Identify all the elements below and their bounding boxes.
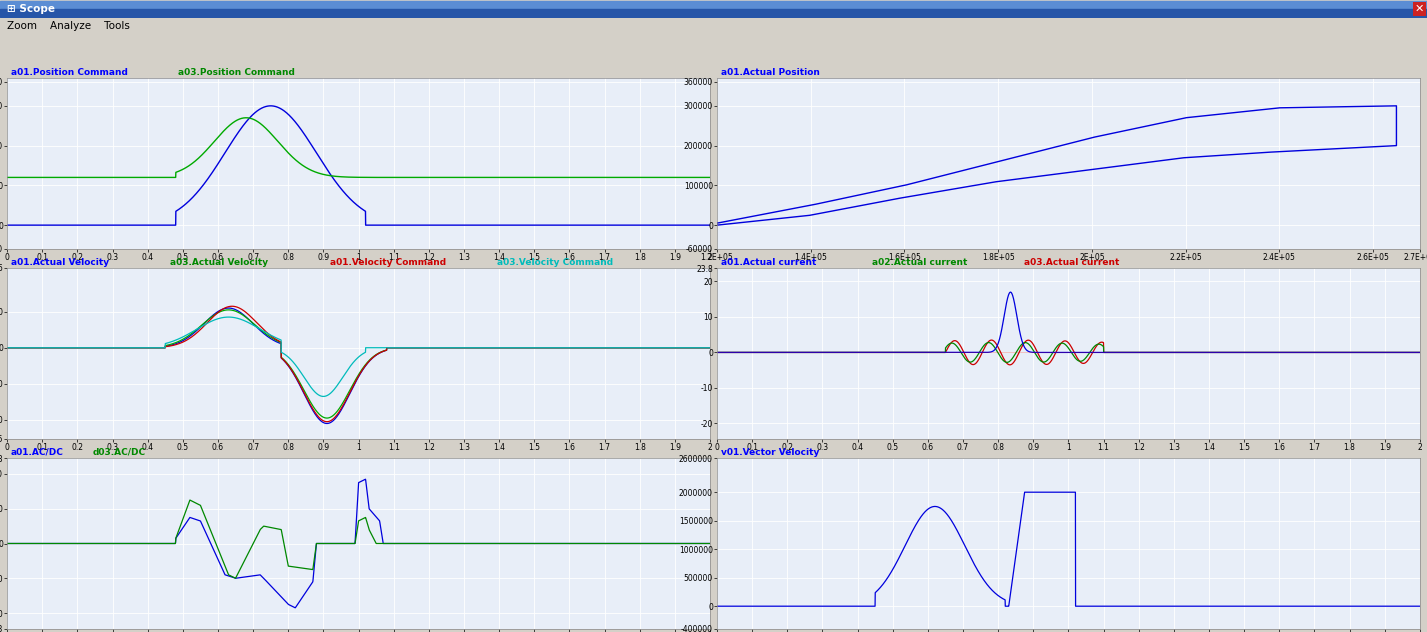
Text: ⊞ Scope: ⊞ Scope xyxy=(7,4,56,14)
Text: d03.AC/DC: d03.AC/DC xyxy=(93,448,146,457)
Text: a03.Velocity Command: a03.Velocity Command xyxy=(497,258,614,267)
X-axis label: a03.Position Command: a03.Position Command xyxy=(1020,268,1117,277)
X-axis label: Time(sec): Time(sec) xyxy=(338,458,380,466)
Text: a01.AC/DC: a01.AC/DC xyxy=(10,448,64,457)
Text: Zoom    Analyze    Tools: Zoom Analyze Tools xyxy=(7,21,130,31)
Text: a01.Actual Position: a01.Actual Position xyxy=(721,68,819,77)
Text: a01.Actual Velocity: a01.Actual Velocity xyxy=(10,258,108,267)
Text: a01.Velocity Command: a01.Velocity Command xyxy=(330,258,445,267)
Bar xyxy=(0,9,1427,17)
Text: v01.Vector Velocity: v01.Vector Velocity xyxy=(721,448,819,457)
Text: a01.Actual current: a01.Actual current xyxy=(721,258,816,267)
Text: a03.Position Command: a03.Position Command xyxy=(178,68,295,77)
Text: a01.Position Command: a01.Position Command xyxy=(10,68,127,77)
Text: a02.Actual current: a02.Actual current xyxy=(872,258,968,267)
Text: a03.Actual Velocity: a03.Actual Velocity xyxy=(170,258,268,267)
Text: a03.Actual current: a03.Actual current xyxy=(1025,258,1120,267)
Text: ✕: ✕ xyxy=(1414,4,1424,14)
X-axis label: Time(sec): Time(sec) xyxy=(1047,458,1089,466)
Bar xyxy=(0,1,1427,9)
X-axis label: Time(sec): Time(sec) xyxy=(338,268,380,277)
